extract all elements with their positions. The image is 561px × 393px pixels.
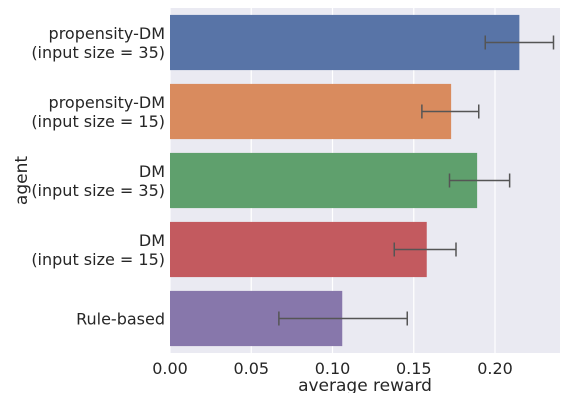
y-tick-label: DM	[139, 231, 165, 250]
x-tick-label: 0.15	[396, 359, 432, 378]
bar	[170, 221, 427, 278]
x-tick-label: 0.10	[315, 359, 351, 378]
y-tick-label: (input size = 35)	[31, 181, 165, 200]
error-bar	[393, 242, 457, 257]
y-tick-label: propensity-DM	[49, 93, 165, 112]
bar	[170, 83, 452, 140]
bars	[170, 14, 520, 347]
y-axis-ticks: propensity-DM(input size = 35)propensity…	[31, 24, 165, 329]
error-bar	[484, 35, 555, 50]
y-tick-label: propensity-DM	[49, 24, 165, 43]
y-tick-label: (input size = 15)	[31, 112, 165, 131]
error-bar	[448, 173, 511, 188]
x-tick-label: 0.00	[152, 359, 188, 378]
y-tick-label: Rule-based	[76, 310, 165, 329]
x-axis-label: average reward	[298, 376, 432, 393]
y-axis-label: agent	[12, 156, 32, 205]
error-bar	[278, 311, 408, 326]
y-tick-label: (input size = 15)	[31, 250, 165, 269]
y-tick-label: DM	[139, 162, 165, 181]
x-axis-ticks: 0.00 0.05 0.10 0.15 0.20	[152, 359, 513, 378]
bar	[170, 152, 478, 209]
y-tick-label: (input size = 35)	[31, 43, 165, 62]
error-bars	[278, 35, 555, 326]
x-tick-label: 0.20	[477, 359, 513, 378]
error-bar	[421, 104, 480, 119]
bar	[170, 14, 520, 71]
x-tick-label: 0.05	[233, 359, 269, 378]
